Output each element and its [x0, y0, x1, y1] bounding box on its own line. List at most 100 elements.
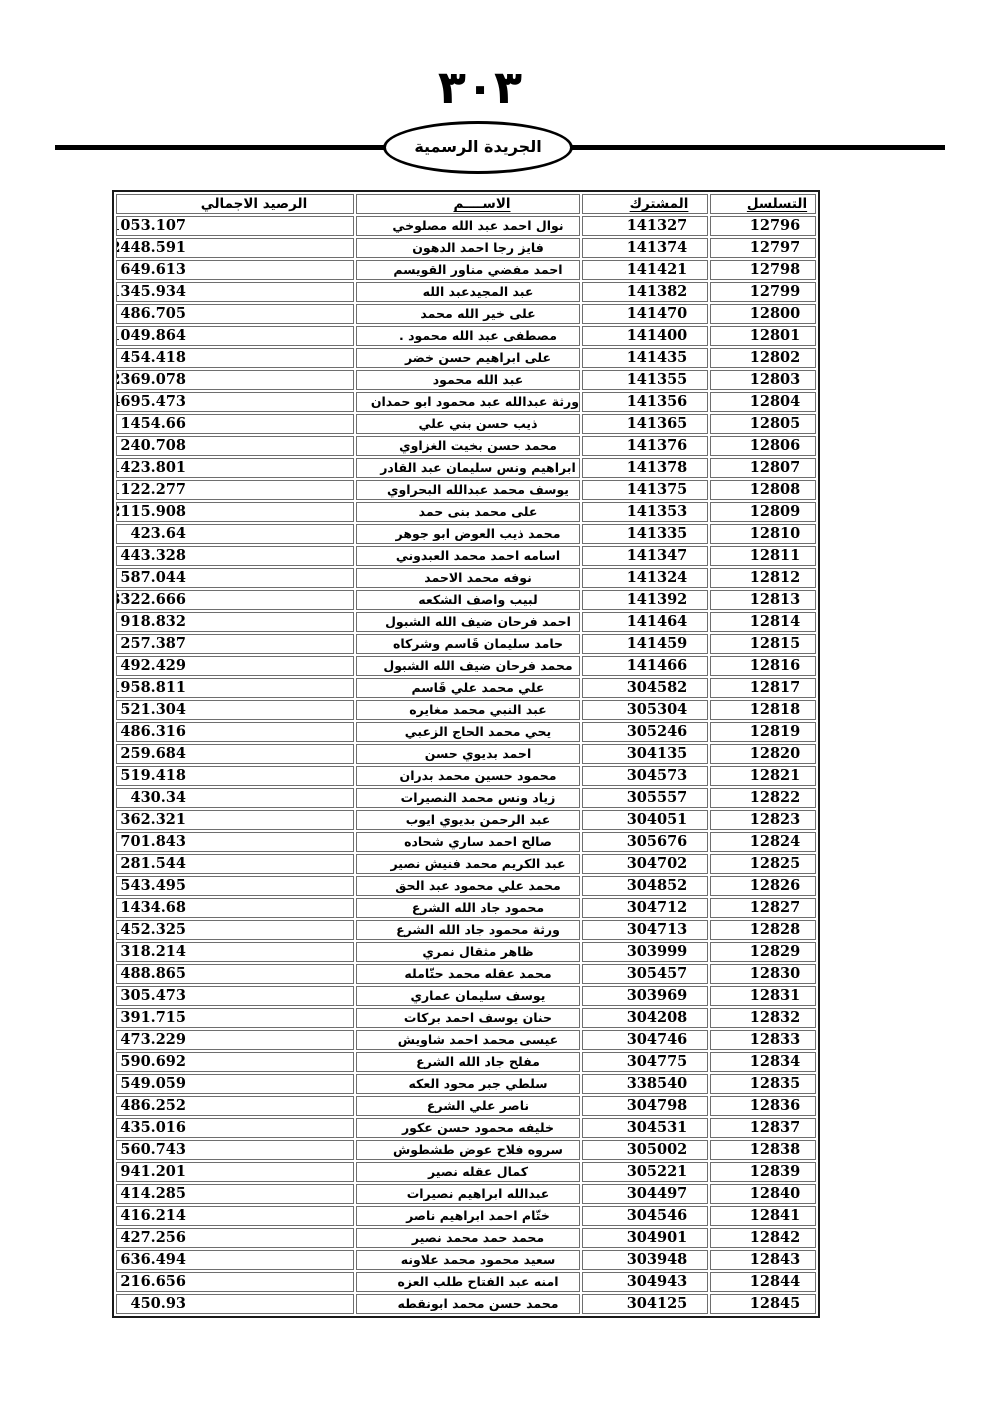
subscriber-cell: 304712 [582, 898, 708, 918]
serial-cell: 12813 [710, 590, 816, 610]
serial-cell: 12834 [710, 1052, 816, 1072]
table-row: 12833 304746 عيسى محمد احمد شاويش 473.22… [116, 1030, 816, 1050]
table-row: 12800 141470 على خير الله محمد 486.705 [116, 304, 816, 324]
name-cell: محمد حمد محمد نصير [356, 1228, 580, 1248]
balance-cell: 560.743 [116, 1140, 354, 1160]
balance-value: 216.656 [120, 1273, 186, 1290]
name-cell: نوال احمد عبد الله مصلوخي [356, 216, 580, 236]
balance-cell: 2115.908 [116, 502, 354, 522]
balance-cell: 450.93 [116, 1294, 354, 1314]
name-cell: عبد الرحمن بديوي ايوب [356, 810, 580, 830]
balance-value: 649.613 [120, 261, 186, 278]
serial-cell: 12839 [710, 1162, 816, 1182]
balance-cell: 486.705 [116, 304, 354, 324]
subscriber-cell: 141356 [582, 392, 708, 412]
balance-cell: 2448.591 [116, 238, 354, 258]
table-row: 12819 305246 يحي محمد الحاج الزعبي 486.3… [116, 722, 816, 742]
serial-cell: 12833 [710, 1030, 816, 1050]
table-row: 12805 141365 ذيب حسن بني علي 1454.66 [116, 414, 816, 434]
name-cell: احمد فرحان ضيف الله الشبول [356, 612, 580, 632]
subscriber-cell: 304573 [582, 766, 708, 786]
name-cell: محمد عقله محمد حتّامله [356, 964, 580, 984]
serial-cell: 12828 [710, 920, 816, 940]
subscriber-cell: 304546 [582, 1206, 708, 1226]
balance-cell: 590.692 [116, 1052, 354, 1072]
name-cell: محمد حسن محمد ابونقطه [356, 1294, 580, 1314]
balance-value: 1454.66 [120, 415, 186, 432]
table-row: 12807 141378 ابراهيم ونس سليمان عبد القا… [116, 458, 816, 478]
name-cell: يوسف محمد عبدالله البحراوي [356, 480, 580, 500]
balance-cell: 240.708 [116, 436, 354, 456]
subscriber-cell: 141400 [582, 326, 708, 346]
balance-cell: 259.684 [116, 744, 354, 764]
subscriber-cell: 304798 [582, 1096, 708, 1116]
balance-cell: 435.016 [116, 1118, 354, 1138]
serial-cell: 12798 [710, 260, 816, 280]
subscriber-cell: 304497 [582, 1184, 708, 1204]
balance-cell: 423.64 [116, 524, 354, 544]
serial-cell: 12818 [710, 700, 816, 720]
balance-cell: 305.473 [116, 986, 354, 1006]
serial-cell: 12808 [710, 480, 816, 500]
balance-value: 450.93 [130, 1295, 187, 1312]
subscriber-cell: 303948 [582, 1250, 708, 1270]
name-cell: يوسف سليمان عماري [356, 986, 580, 1006]
name-cell: عبد النبي محمد مغايره [356, 700, 580, 720]
name-cell: على ابراهيم حسن خضر [356, 348, 580, 368]
balance-cell: 427.256 [116, 1228, 354, 1248]
subscriber-cell: 304746 [582, 1030, 708, 1050]
subscriber-cell: 141353 [582, 502, 708, 522]
balance-cell: 362.321 [116, 810, 354, 830]
balance-value: 2448.591 [116, 239, 186, 256]
subscriber-cell: 305676 [582, 832, 708, 852]
serial-cell: 12819 [710, 722, 816, 742]
gazette-banner-label: الجريدة الرسمية [414, 137, 542, 156]
name-cell: احمد مفضي مناور القويسم [356, 260, 580, 280]
table-row: 12812 141324 نوفه محمد الاحمد 587.044 [116, 568, 816, 588]
balance-value: 2369.078 [116, 371, 186, 388]
table-row: 12826 304852 محمد علي محمود عبد الحق 543… [116, 876, 816, 896]
balance-cell: 1345.934 [116, 282, 354, 302]
table-row: 12837 304531 خليفه محمود حسن عكور 435.01… [116, 1118, 816, 1138]
balance-value: 427.256 [120, 1229, 186, 1246]
name-cell: صالح احمد ساري شحاده [356, 832, 580, 852]
serial-cell: 12844 [710, 1272, 816, 1292]
balance-cell: 701.843 [116, 832, 354, 852]
table-row: 12835 338540 سلطي جبر محود العكه 549.059 [116, 1074, 816, 1094]
subscriber-cell: 141378 [582, 458, 708, 478]
balance-value: 941.201 [120, 1163, 186, 1180]
balance-cell: 443.328 [116, 546, 354, 566]
balance-cell: 918.832 [116, 612, 354, 632]
balance-value: 473.229 [120, 1031, 186, 1048]
table-row: 12842 304901 محمد حمد محمد نصير 427.256 [116, 1228, 816, 1248]
serial-cell: 12800 [710, 304, 816, 324]
name-cell: محمود جاد الله الشرع [356, 898, 580, 918]
balance-cell: 486.316 [116, 722, 354, 742]
table-row: 12818 305304 عبد النبي محمد مغايره 521.3… [116, 700, 816, 720]
name-cell: محمد ذيب العوض ابو جوهر [356, 524, 580, 544]
balance-value: 281.544 [120, 855, 186, 872]
subscriber-cell: 304852 [582, 876, 708, 896]
table-row: 12823 304051 عبد الرحمن بديوي ايوب 362.3… [116, 810, 816, 830]
records-table: التسلسل المشترك الاســــم الرصيد الاجمال… [112, 190, 820, 1318]
subscriber-cell: 141470 [582, 304, 708, 324]
balance-cell: 649.613 [116, 260, 354, 280]
balance-value: 543.495 [120, 877, 186, 894]
name-cell: لبيب واصف الشكعه [356, 590, 580, 610]
balance-value: 435.016 [120, 1119, 186, 1136]
balance-value: 391.715 [120, 1009, 186, 1026]
balance-cell: 519.418 [116, 766, 354, 786]
serial-cell: 12802 [710, 348, 816, 368]
subscriber-cell: 304702 [582, 854, 708, 874]
balance-cell: 543.495 [116, 876, 354, 896]
serial-cell: 12804 [710, 392, 816, 412]
table-row: 12834 304775 مفلح جاد الله الشرع 590.692 [116, 1052, 816, 1072]
name-cell: كمال عقله نصير [356, 1162, 580, 1182]
table-row: 12830 305457 محمد عقله محمد حتّامله 488.… [116, 964, 816, 984]
subscriber-cell: 305246 [582, 722, 708, 742]
balance-value: 362.321 [120, 811, 186, 828]
balance-cell: 587.044 [116, 568, 354, 588]
subscriber-cell: 305221 [582, 1162, 708, 1182]
records-table-container: التسلسل المشترك الاســــم الرصيد الاجمال… [112, 190, 820, 1318]
